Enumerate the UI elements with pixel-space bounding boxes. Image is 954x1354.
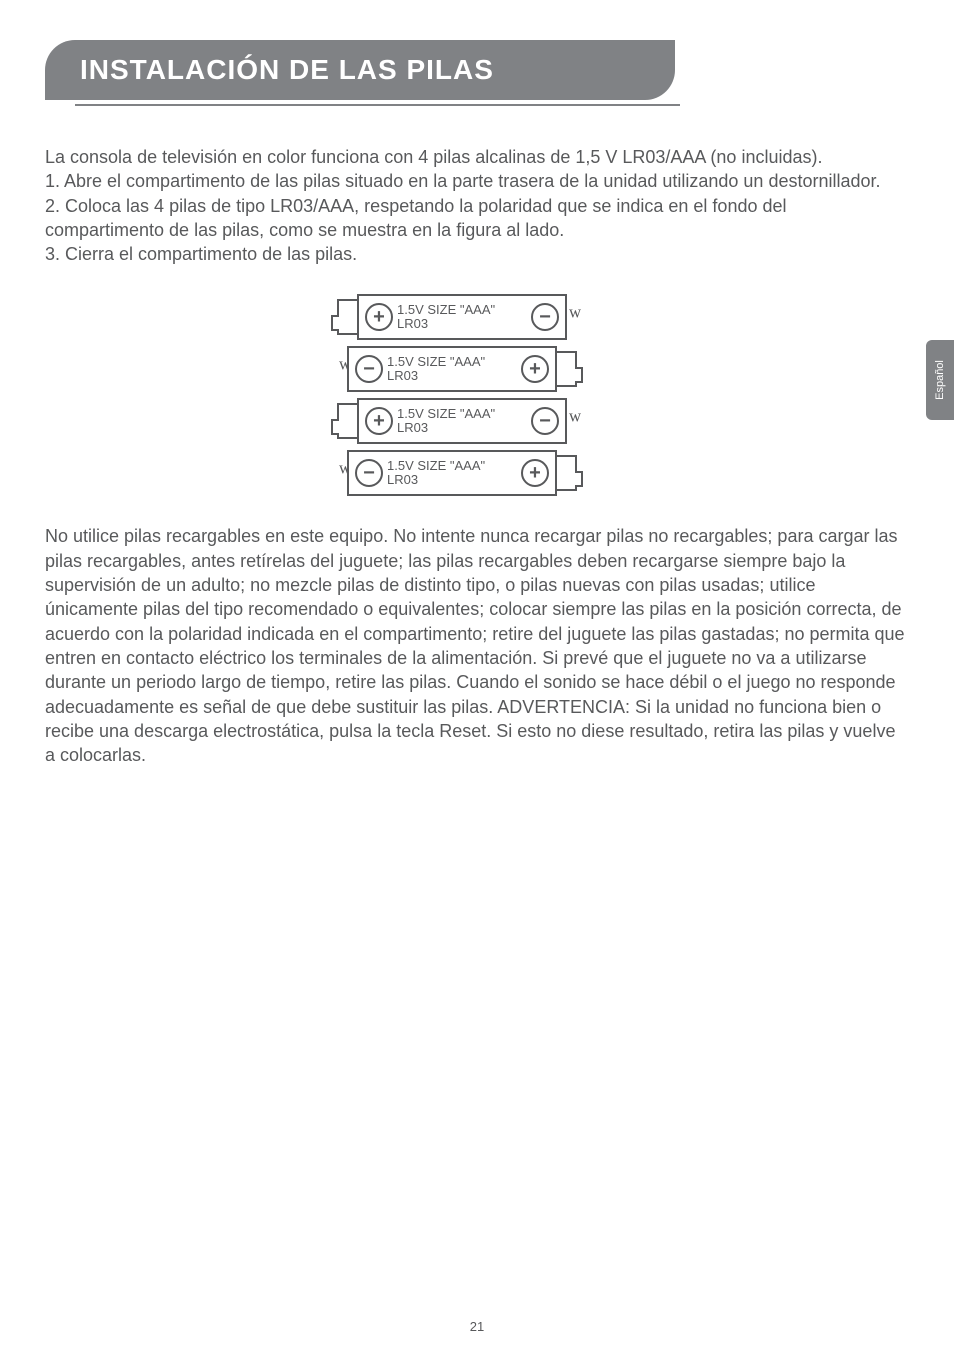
header-underline (75, 104, 680, 106)
battery-label: 1.5V SIZE "AAA" LR03 (383, 355, 521, 384)
terminal-cap (575, 471, 583, 487)
battery-label-line1: 1.5V SIZE "AAA" (397, 406, 495, 421)
intro-paragraph-4: 3. Cierra el compartimento de las pilas. (45, 242, 909, 266)
intro-paragraph-3: 2. Coloca las 4 pilas de tipo LR03/AAA, … (45, 194, 909, 243)
battery-spring-icon: ʷ (567, 414, 577, 428)
language-label: Español (934, 360, 946, 400)
battery-body: + 1.5V SIZE "AAA" LR03 − (357, 398, 567, 444)
battery-terminal (557, 351, 577, 387)
section-header: INSTALACIÓN DE LAS PILAS (45, 40, 675, 100)
battery-spring-icon: ʷ (337, 466, 347, 480)
polarity-minus-icon: − (531, 407, 559, 435)
page-content: La consola de televisión en color funcio… (45, 145, 909, 767)
polarity-plus-icon: + (365, 407, 393, 435)
battery-row-3: + 1.5V SIZE "AAA" LR03 − ʷ (337, 395, 617, 447)
terminal-cap (331, 419, 339, 435)
battery-label: 1.5V SIZE "AAA" LR03 (393, 407, 531, 436)
battery-label-line1: 1.5V SIZE "AAA" (387, 458, 485, 473)
battery-label-line2: LR03 (397, 316, 428, 331)
battery-body: − 1.5V SIZE "AAA" LR03 + (347, 346, 557, 392)
polarity-plus-icon: + (365, 303, 393, 331)
battery-label-line1: 1.5V SIZE "AAA" (397, 302, 495, 317)
polarity-minus-icon: − (355, 459, 383, 487)
battery-body: + 1.5V SIZE "AAA" LR03 − (357, 294, 567, 340)
battery-row-1: + 1.5V SIZE "AAA" LR03 − ʷ (337, 291, 617, 343)
terminal-cap (331, 315, 339, 331)
language-tab: Español (926, 340, 954, 420)
battery-label: 1.5V SIZE "AAA" LR03 (393, 303, 531, 332)
polarity-minus-icon: − (531, 303, 559, 331)
battery-row-4: ʷ − 1.5V SIZE "AAA" LR03 + (337, 447, 617, 499)
polarity-plus-icon: + (521, 459, 549, 487)
terminal-cap (575, 367, 583, 383)
battery-row-2: ʷ − 1.5V SIZE "AAA" LR03 + (337, 343, 617, 395)
warning-paragraph: No utilice pilas recargables en este equ… (45, 524, 909, 767)
section-title: INSTALACIÓN DE LAS PILAS (80, 54, 494, 86)
battery-label-line1: 1.5V SIZE "AAA" (387, 354, 485, 369)
intro-paragraph-2: 1. Abre el compartimento de las pilas si… (45, 169, 909, 193)
battery-terminal (337, 403, 357, 439)
polarity-plus-icon: + (521, 355, 549, 383)
battery-spring-icon: ʷ (337, 362, 347, 376)
page-number: 21 (0, 1319, 954, 1334)
battery-label-line2: LR03 (397, 420, 428, 435)
battery-terminal (557, 455, 577, 491)
battery-body: − 1.5V SIZE "AAA" LR03 + (347, 450, 557, 496)
intro-paragraph-1: La consola de televisión en color funcio… (45, 145, 909, 169)
battery-label: 1.5V SIZE "AAA" LR03 (383, 459, 521, 488)
battery-diagram: + 1.5V SIZE "AAA" LR03 − ʷ ʷ − 1.5V SIZE… (337, 291, 617, 499)
battery-label-line2: LR03 (387, 368, 418, 383)
battery-label-line2: LR03 (387, 472, 418, 487)
battery-spring-icon: ʷ (567, 310, 577, 324)
polarity-minus-icon: − (355, 355, 383, 383)
battery-terminal (337, 299, 357, 335)
